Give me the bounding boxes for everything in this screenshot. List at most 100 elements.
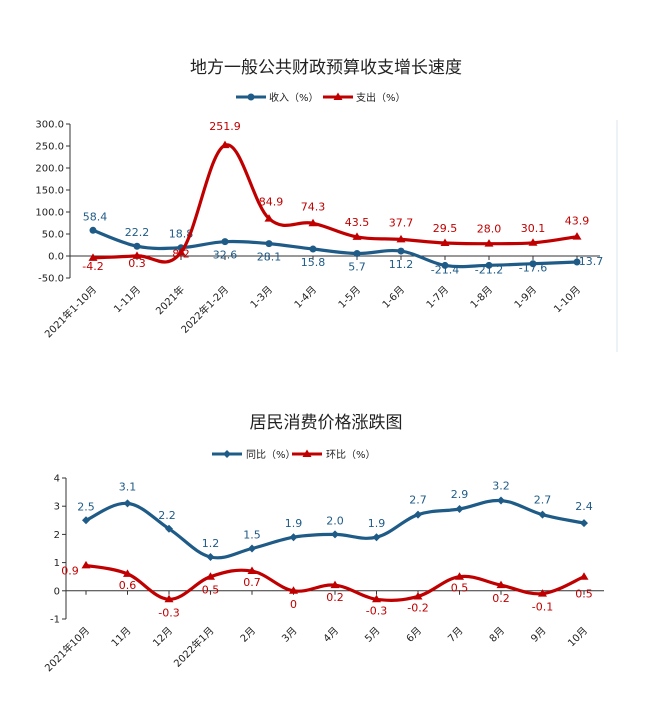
- data-label: 0.6: [119, 579, 137, 592]
- series-secondary: -4.2 0.3 8.2 251.9 84.9 74.3 43.5 37.7 29.5 28.0 3…: [82, 120, 589, 273]
- data-label: -0.3: [366, 604, 387, 617]
- data-label: -13.7: [575, 255, 603, 268]
- data-label: 43.9: [565, 215, 590, 228]
- chart-title: 地方一般公共财政预算收支增长速度: [190, 58, 462, 78]
- x-tick-label: 2021年10月: [42, 624, 92, 674]
- x-tick-label: 1-4月: [292, 284, 319, 311]
- data-point: [88, 253, 98, 261]
- data-point: [309, 245, 317, 253]
- x-tick-label: 2021年1-10月: [42, 283, 99, 340]
- data-point: [485, 261, 493, 269]
- x-tick-label: 3月: [280, 625, 300, 645]
- y-tick-label: 50.0: [42, 230, 64, 241]
- data-label: 2.7: [534, 494, 552, 507]
- x-tick-label: 5月: [363, 625, 383, 645]
- data-point: [82, 516, 90, 525]
- data-point: [484, 239, 494, 247]
- data-label: 1.5: [243, 529, 261, 542]
- chart-title: 居民消费价格涨跌图: [250, 413, 403, 433]
- legend-label-mom: 环比（%）: [326, 449, 376, 461]
- series-primary: 58.422.2 18.832.6 28.1 15.8 5.7 11.2 -21.4 -21.…: [83, 210, 603, 276]
- data-point: [573, 258, 581, 266]
- data-point: [165, 524, 173, 533]
- data-point: [352, 232, 362, 240]
- series-secondary: 0.9 0.6 -0.3 0.5 0.7 0 0.2 -0.3 -0.2 0.5 0.2 -0.1 0.…: [61, 560, 593, 619]
- data-point: [538, 510, 547, 519]
- data-label: 251.9: [209, 120, 241, 133]
- y-tick-label: 4: [54, 474, 60, 485]
- data-point: [248, 544, 256, 553]
- y-tick-label: 300.0: [35, 120, 64, 131]
- data-point: [455, 572, 464, 580]
- data-label: 2.0: [326, 514, 344, 527]
- x-tick-label: 10月: [566, 625, 591, 650]
- data-label: -0.3: [158, 606, 179, 619]
- plot-area: 2.5 3.1 2.2 1.2 1.5 1.9 2.0 1.9 2.7 2.9 3.2 2.7 2.4 0…: [61, 480, 593, 620]
- x-tick-label: 1-9月: [512, 284, 539, 311]
- data-point: [330, 580, 340, 589]
- y-tick-label: 0: [54, 586, 60, 597]
- x-tick-label: 2022年1-2月: [178, 283, 231, 336]
- legend-item-yoy[interactable]: 同比（%）: [212, 449, 296, 461]
- data-point: [572, 232, 582, 240]
- x-tick-label: 11月: [109, 625, 134, 650]
- x-tick-label: 6月: [404, 625, 424, 645]
- data-point: [579, 572, 589, 580]
- data-point: [289, 586, 298, 594]
- data-label: 15.8: [301, 256, 326, 269]
- data-label: 2.2: [158, 509, 176, 522]
- legend: 收入（%） 支出（%）: [236, 91, 406, 104]
- data-label: 58.4: [83, 210, 108, 223]
- data-label: -0.2: [407, 601, 428, 614]
- data-label: -21.4: [431, 263, 459, 276]
- data-label: 0.7: [243, 576, 261, 589]
- fiscal-chart: 地方一般公共财政预算收支增长速度 收入（%） 支出（%） 300.0 250.0 2…: [35, 58, 603, 340]
- legend-item-income[interactable]: 收入（%）: [236, 91, 319, 104]
- data-point: [132, 251, 142, 259]
- x-tick-label: 1-3月: [248, 284, 275, 311]
- x-tick-label: 2021年: [153, 283, 187, 317]
- x-tick-label: 2022年1月: [171, 624, 217, 670]
- data-label: 37.7: [389, 216, 414, 229]
- data-label: 2.4: [575, 500, 593, 513]
- data-label: 0.5: [202, 584, 220, 597]
- data-label: 29.5: [433, 222, 458, 235]
- data-label: 3.1: [119, 480, 137, 493]
- data-label: 2.5: [77, 500, 95, 513]
- x-tick-label: 1-7月: [424, 284, 451, 311]
- data-point: [133, 242, 141, 250]
- data-label: 0.2: [492, 592, 510, 605]
- x-tick-label: 7月: [446, 625, 466, 645]
- data-point: [89, 226, 97, 234]
- data-point: [289, 533, 298, 542]
- x-tick-label: 9月: [529, 625, 549, 645]
- y-tick-label: 150.0: [35, 186, 64, 197]
- data-point: [372, 533, 381, 542]
- legend: 同比（%） 环比（%）: [212, 449, 376, 461]
- data-point: [528, 238, 538, 246]
- data-point: [353, 249, 361, 257]
- x-tick-label: 4月: [321, 625, 341, 645]
- y-tick-label: 200.0: [35, 164, 64, 175]
- data-point: [455, 505, 464, 514]
- data-label: 0.3: [128, 257, 146, 270]
- legend-item-expense[interactable]: 支出（%）: [323, 91, 406, 104]
- legend-item-mom[interactable]: 环比（%）: [292, 449, 376, 461]
- y-tick-label: 0.0: [48, 252, 64, 263]
- data-label: 30.1: [521, 222, 546, 235]
- data-point: [265, 240, 273, 248]
- data-label: 2.9: [451, 488, 469, 501]
- data-label: 5.7: [348, 260, 366, 273]
- data-point: [264, 214, 274, 222]
- data-point: [331, 530, 339, 539]
- data-label: 8.2: [172, 247, 190, 260]
- data-point: [176, 247, 186, 256]
- series-line: [91, 143, 579, 264]
- data-point: [220, 140, 230, 149]
- y-tick-label: -1: [50, 615, 60, 626]
- data-label: 0.5: [575, 588, 593, 601]
- data-label: 0.5: [451, 582, 469, 595]
- y-tick-label: 2: [54, 530, 60, 541]
- x-tick-label: 1-10月: [552, 284, 584, 316]
